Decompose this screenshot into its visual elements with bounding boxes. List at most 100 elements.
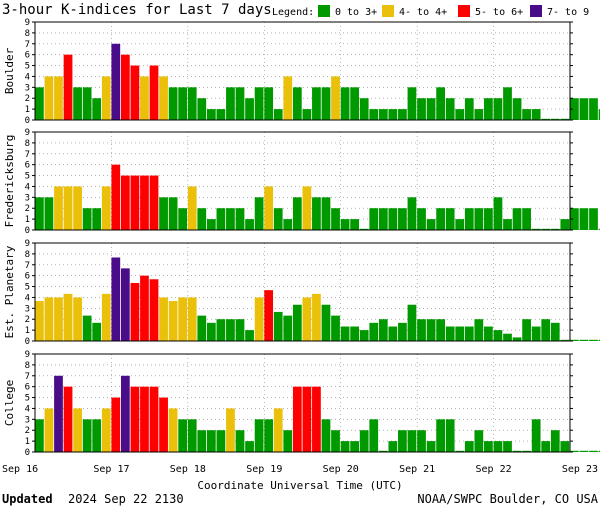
k-index-bar [35,419,44,452]
k-index-bar [206,322,216,341]
k-index-bar [54,76,63,120]
k-index-bar [417,430,426,452]
k-index-bar [321,419,331,452]
k-index-bar [321,197,331,230]
k-index-bar [312,87,321,120]
k-index-bar [378,450,388,452]
k-index-bar [398,109,407,120]
k-index-bar [111,397,121,452]
k-index-bar [63,54,73,120]
x-tick-label: Sep 18 [170,464,206,475]
k-index-bar [187,419,197,452]
legend-entry-label: 0 to 3+ [335,7,377,18]
k-index-bar [120,175,130,230]
k-index-bar [264,290,274,341]
panel-frame [34,353,571,453]
k-index-bar [235,87,245,120]
k-index-bar [570,450,579,452]
station-label: Est. Planetary [3,245,16,338]
k-index-bar [541,228,551,230]
y-tick-label: 5 [25,283,30,293]
k-index-bar [101,76,111,120]
k-index-bar [187,87,197,120]
k-index-bar [531,326,541,341]
k-index-bar [292,87,302,120]
k-index-bar [579,339,589,341]
k-index-bar [531,419,541,452]
y-tick-label: 6 [25,383,30,393]
k-index-bar [589,450,598,452]
y-tick-label: 2 [25,204,30,214]
k-index-bar [436,208,445,230]
k-index-bar [178,419,188,452]
y-tick-label: 2 [25,426,30,436]
k-index-bar [245,441,254,452]
k-index-bar [44,408,54,452]
k-index-bar [178,87,188,120]
k-index-bar [254,419,264,452]
k-index-bar [550,118,560,120]
k-index-bar [120,375,130,452]
k-index-bar [350,219,360,230]
k-index-bar [159,397,168,452]
k-index-bar [445,326,455,341]
k-index-bar [350,87,360,120]
k-index-bar [464,98,474,120]
k-index-bar [178,208,188,230]
k-index-bar [589,98,598,120]
k-index-bar [73,186,82,230]
k-index-bar [378,319,388,341]
k-index-bar [111,43,121,120]
k-index-bar [388,326,398,341]
y-tick-label: 7 [25,40,30,50]
k-index-bar [550,430,560,452]
k-index-bar [541,441,551,452]
legend-entry-label: 4- to 4+ [399,7,447,18]
panel-frame [34,131,571,231]
k-index-bar [398,430,407,452]
k-index-bar [226,408,235,452]
k-index-bar [369,208,379,230]
k-index-bar [73,408,82,452]
k-index-bar [130,175,140,230]
k-index-bar [302,109,312,120]
k-index-bar [235,430,245,452]
y-tick-label: 4 [25,182,30,192]
k-index-bar [273,408,283,452]
k-index-bar [35,197,44,230]
k-index-bar [455,109,465,120]
k-index-bar [140,175,149,230]
k-index-bar [560,441,570,452]
updated-label: Updated [2,492,53,506]
k-index-bar [417,98,426,120]
k-index-bar [63,293,73,341]
k-index-bar [522,208,531,230]
k-index-bar [120,268,130,341]
k-index-bar [474,430,484,452]
k-index-bar [159,297,168,341]
k-index-bar [312,293,321,341]
updated-value: 2024 Sep 22 2130 [68,492,184,506]
k-index-bar [426,319,436,341]
y-tick-label: 7 [25,150,30,160]
k-index-bar [197,208,207,230]
k-index-bar [560,219,570,230]
k-index-bar [359,330,369,341]
y-tick-label: 6 [25,161,30,171]
k-index-bar [407,430,417,452]
x-tick-label: Sep 23 [562,464,598,475]
y-tick-label: 9 [25,239,30,249]
k-index-bar [474,208,484,230]
k-index-bar [474,109,484,120]
k-index-bar [436,319,445,341]
k-index-bar [407,87,417,120]
k-index-bar [206,219,216,230]
k-index-bar [92,208,102,230]
y-tick-label: 1 [25,437,30,447]
k-index-bar [245,330,254,341]
k-index-bar [63,386,73,452]
k-index-bar [512,450,522,452]
k-index-bar [149,386,159,452]
